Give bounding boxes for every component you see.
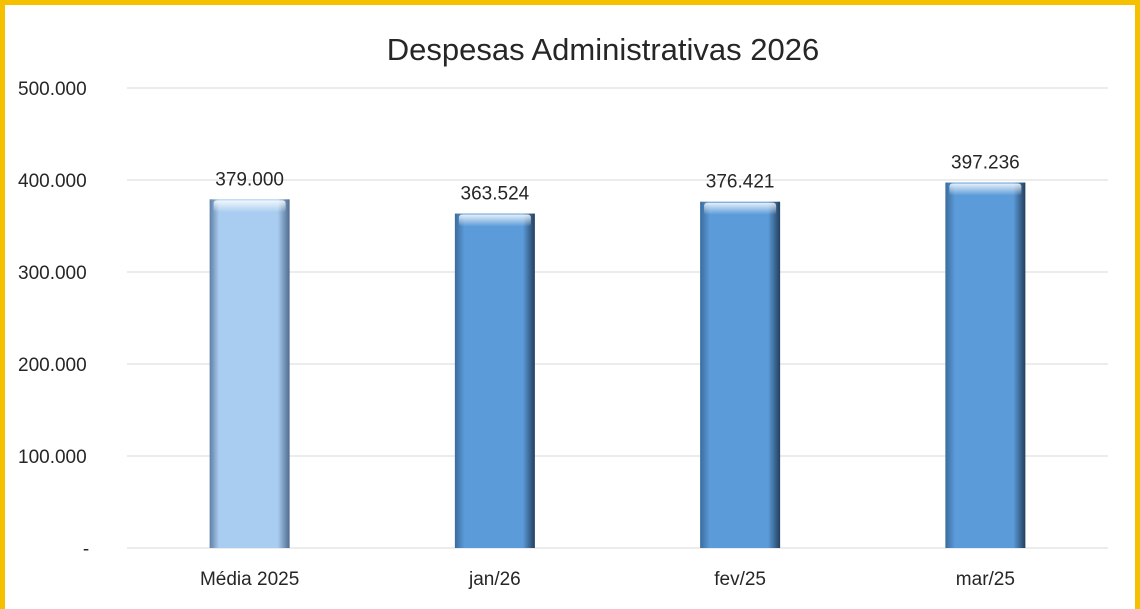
x-tick-label: fev/25	[714, 569, 766, 590]
bar-body	[945, 182, 1026, 548]
y-tick-label: 400.000	[18, 171, 87, 192]
bar	[945, 182, 1026, 548]
y-tick-label: 300.000	[18, 263, 87, 284]
x-tick-label: Média 2025	[200, 569, 299, 590]
bar	[700, 201, 781, 548]
data-label: 363.524	[461, 184, 530, 205]
bar-highlight	[704, 202, 777, 215]
y-tick-label: 200.000	[18, 355, 87, 376]
bar-highlight	[949, 183, 1022, 196]
bar-highlight	[213, 200, 286, 213]
bar-body	[209, 199, 290, 548]
x-tick-label: jan/26	[468, 569, 521, 590]
y-tick-label: 100.000	[18, 447, 87, 468]
bar-body	[700, 201, 781, 548]
x-axis-tick-labels: Média 2025 jan/26 fev/25 mar/25	[200, 569, 1015, 590]
y-tick-label: -	[83, 539, 89, 560]
data-label: 376.421	[706, 172, 775, 193]
chart-title: Despesas Administrativas 2026	[387, 32, 820, 67]
bar-body	[454, 213, 535, 548]
data-label: 397.236	[951, 153, 1020, 174]
bar	[209, 199, 290, 548]
bar	[454, 213, 535, 548]
y-tick-label: 500.000	[18, 79, 87, 100]
gridlines	[127, 87, 1108, 549]
y-axis-tick-labels: - 100.000 200.000 300.000 400.000 500.000	[18, 79, 89, 560]
bars	[209, 182, 1026, 548]
bar-highlight	[458, 214, 531, 227]
x-tick-label: mar/25	[956, 569, 1015, 590]
data-labels: 379.000 363.524 376.421 397.236	[215, 153, 1019, 205]
data-label: 379.000	[215, 169, 284, 190]
